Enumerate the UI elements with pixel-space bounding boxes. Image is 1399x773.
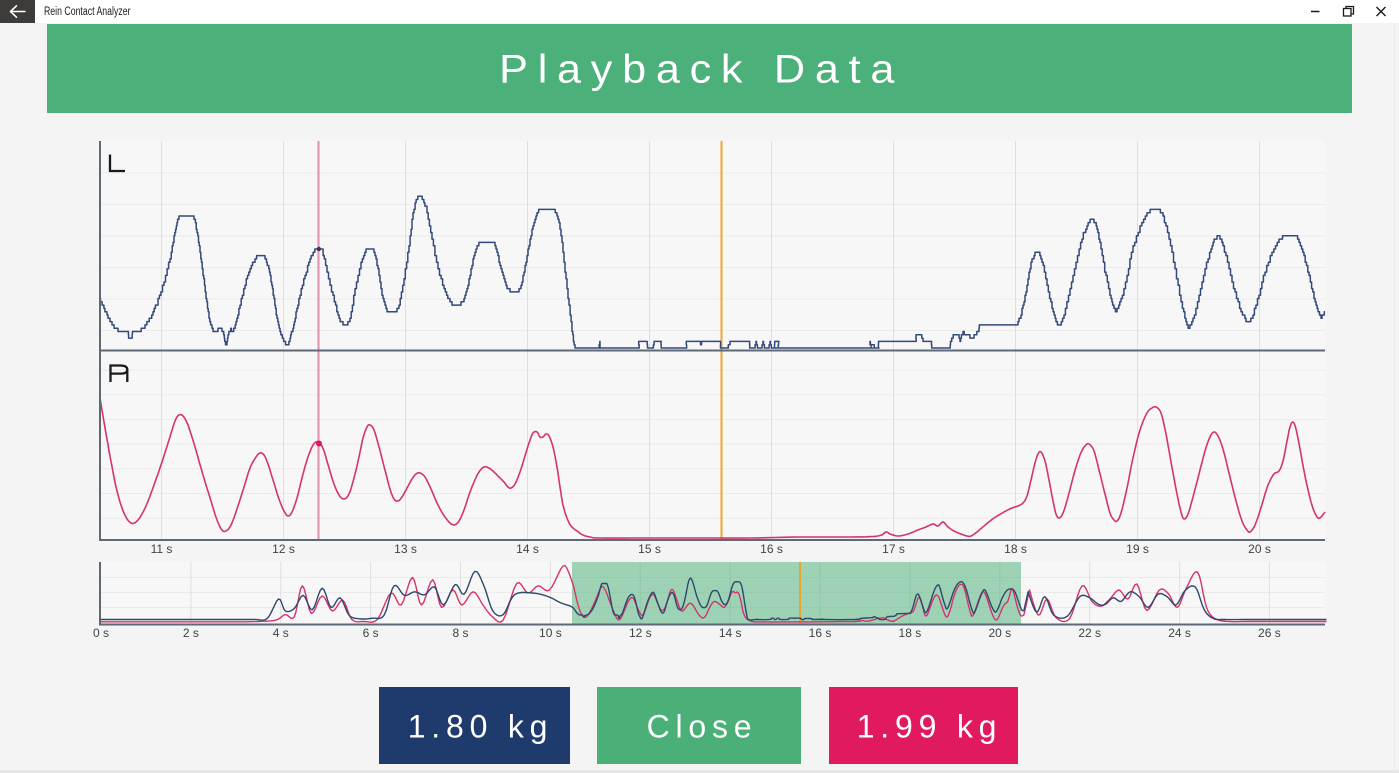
svg-text:24 s: 24 s [1168, 626, 1191, 640]
svg-text:10 s: 10 s [539, 626, 562, 640]
svg-text:2 s: 2 s [183, 626, 199, 640]
svg-text:0 s: 0 s [93, 626, 109, 640]
svg-text:16 s: 16 s [809, 626, 832, 640]
svg-text:20 s: 20 s [988, 626, 1011, 640]
svg-text:4 s: 4 s [273, 626, 289, 640]
svg-text:18 s: 18 s [899, 626, 922, 640]
svg-text:8 s: 8 s [452, 626, 468, 640]
svg-text:11 s: 11 s [151, 542, 173, 556]
svg-text:15 s: 15 s [638, 542, 661, 556]
svg-text:16 s: 16 s [760, 542, 783, 556]
svg-text:6 s: 6 s [363, 626, 379, 640]
svg-text:26 s: 26 s [1258, 626, 1281, 640]
svg-text:13 s: 13 s [394, 542, 417, 556]
svg-text:19 s: 19 s [1126, 542, 1149, 556]
svg-text:14 s: 14 s [516, 542, 539, 556]
svg-text:12 s: 12 s [272, 542, 295, 556]
svg-text:12 s: 12 s [629, 626, 652, 640]
svg-text:14 s: 14 s [719, 626, 742, 640]
svg-text:17 s: 17 s [882, 542, 905, 556]
svg-text:20 s: 20 s [1248, 542, 1271, 556]
svg-text:18 s: 18 s [1004, 542, 1027, 556]
svg-text:22 s: 22 s [1078, 626, 1101, 640]
